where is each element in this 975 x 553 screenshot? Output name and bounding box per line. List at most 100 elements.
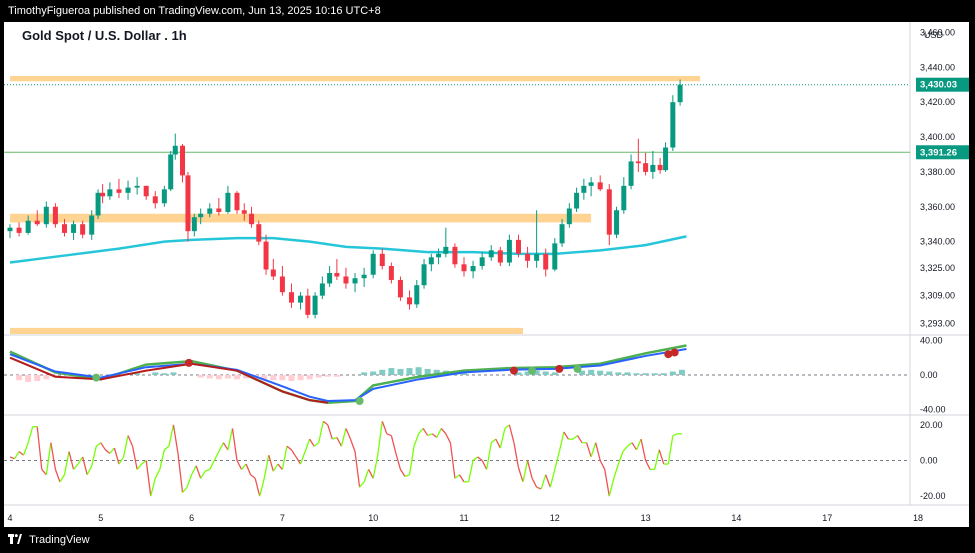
histogram-bar bbox=[224, 375, 231, 379]
oscillator-segment bbox=[136, 463, 143, 470]
histogram-bar bbox=[43, 375, 50, 380]
candle-body bbox=[621, 185, 627, 211]
histogram-bar bbox=[651, 373, 658, 375]
cross-marker bbox=[184, 358, 193, 367]
price-tick-label: 3,360.00 bbox=[920, 202, 955, 212]
candle-body bbox=[34, 220, 40, 225]
oscillator-segment bbox=[150, 478, 156, 497]
oscillator-segment bbox=[322, 420, 329, 426]
histogram-bar bbox=[388, 368, 395, 375]
candle-body bbox=[298, 295, 304, 303]
oscillator-segment bbox=[640, 439, 647, 461]
candle bbox=[125, 180, 131, 200]
candle bbox=[543, 248, 549, 277]
histogram-bar bbox=[669, 371, 676, 375]
oscillator-segment bbox=[27, 426, 34, 443]
time-tick-label: 17 bbox=[822, 513, 832, 523]
oscillator-segment bbox=[82, 456, 88, 475]
candle-body bbox=[319, 283, 325, 296]
oscillator-segment bbox=[359, 481, 365, 488]
candle-body bbox=[185, 175, 191, 232]
price-badge bbox=[916, 145, 971, 160]
candle bbox=[25, 215, 31, 235]
oscillator-segment bbox=[168, 424, 175, 447]
price-badge-label: 3,430.03 bbox=[920, 80, 957, 91]
oscillator-segment bbox=[191, 465, 197, 476]
oscillator-segment bbox=[213, 451, 220, 461]
candle-body bbox=[207, 208, 213, 214]
cross-marker bbox=[555, 364, 564, 373]
oscillator-segment bbox=[599, 460, 606, 470]
candle-body bbox=[225, 192, 231, 212]
candle bbox=[7, 224, 13, 239]
oscillator-segment bbox=[95, 442, 102, 447]
oscillator-segment bbox=[422, 428, 429, 436]
oscillator-segment bbox=[286, 445, 292, 451]
oscillator-segment bbox=[449, 442, 456, 479]
candle-body bbox=[461, 264, 467, 272]
candle bbox=[249, 206, 255, 228]
histogram-bar bbox=[606, 371, 613, 375]
oscillator-segment bbox=[254, 478, 261, 497]
candle bbox=[52, 203, 58, 228]
histogram-bar bbox=[270, 375, 277, 381]
chart-svg[interactable]: 3,460.00 3,440.00 3,420.00 3,400.00 3,380.00… bbox=[4, 22, 971, 527]
histogram-bar bbox=[361, 372, 368, 375]
histogram-bar bbox=[524, 371, 531, 375]
histogram-bar bbox=[234, 375, 240, 380]
support-resistance-zone bbox=[10, 327, 524, 334]
candle-body bbox=[479, 257, 485, 267]
histogram-bar bbox=[206, 375, 213, 379]
oscillator-segment bbox=[549, 469, 556, 488]
histogram-bar bbox=[243, 375, 250, 379]
oscillator-segment bbox=[145, 460, 152, 497]
oscillator-segment bbox=[163, 445, 170, 451]
chart-frame[interactable]: 3,460.00 3,440.00 3,420.00 3,400.00 3,380.00… bbox=[4, 22, 971, 527]
oscillator-segment bbox=[440, 428, 447, 435]
oscillator-segment bbox=[427, 433, 433, 437]
publish-text: TimothyFigueroa published on TradingView… bbox=[8, 5, 381, 17]
candle-body bbox=[152, 196, 158, 204]
oscillator-segment bbox=[604, 469, 610, 497]
candle bbox=[298, 292, 304, 310]
candle-body bbox=[234, 192, 240, 211]
candle-body bbox=[216, 208, 222, 212]
oscillator-segment bbox=[458, 474, 465, 483]
oscillator-segment bbox=[304, 438, 311, 452]
candle-body bbox=[388, 266, 394, 280]
oscillator-segment bbox=[345, 428, 352, 440]
oscillator-segment bbox=[281, 446, 288, 470]
oscillator-segment bbox=[23, 442, 29, 456]
histogram-bar bbox=[615, 372, 622, 375]
candle bbox=[628, 154, 634, 190]
candle bbox=[470, 260, 476, 279]
oscillator-segment bbox=[526, 460, 533, 479]
time-tick-label: 7 bbox=[280, 513, 285, 523]
oscillator-segment bbox=[390, 435, 397, 454]
candle-body bbox=[407, 297, 413, 305]
oscillator-segment bbox=[231, 428, 238, 461]
candle bbox=[443, 227, 449, 258]
histogram-bar bbox=[34, 375, 41, 382]
oscillator-segment bbox=[472, 456, 479, 462]
candle bbox=[559, 218, 565, 247]
candle bbox=[597, 175, 603, 192]
time-tick-label: 11 bbox=[459, 513, 468, 523]
oscillator-segment bbox=[290, 449, 297, 458]
candle bbox=[643, 152, 649, 176]
candle-body bbox=[421, 264, 427, 286]
candle-body bbox=[452, 246, 458, 265]
candle bbox=[650, 150, 656, 179]
oscillator-segment bbox=[340, 428, 347, 447]
candle bbox=[343, 267, 349, 289]
oscillator-segment bbox=[431, 433, 438, 438]
oscillator-segment bbox=[508, 424, 515, 443]
histogram-bar bbox=[433, 369, 440, 375]
cross-marker bbox=[573, 364, 582, 373]
histogram-bar bbox=[170, 372, 177, 375]
oscillator-segment bbox=[177, 453, 184, 493]
oscillator-segment bbox=[377, 421, 383, 456]
oscillator-segment bbox=[658, 449, 665, 465]
currency-label: USD bbox=[924, 30, 944, 40]
time-tick-label: 10 bbox=[368, 513, 378, 523]
